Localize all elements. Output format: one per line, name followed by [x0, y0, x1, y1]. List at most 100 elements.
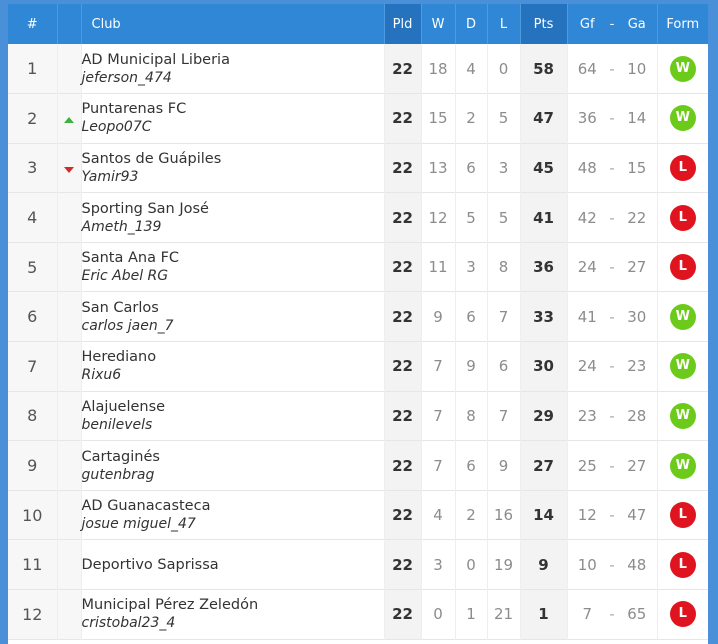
club-cell[interactable]: Puntarenas FC Leopo07C	[81, 93, 385, 144]
club-cell[interactable]: Santa Ana FC Eric Abel RG	[81, 242, 385, 292]
team-name[interactable]: Herediano	[81, 349, 157, 366]
header-w[interactable]: W	[421, 4, 456, 44]
played-cell: 22	[384, 192, 422, 243]
position-cell: 11	[8, 539, 58, 590]
movement-cell	[57, 44, 82, 94]
club-cell[interactable]: San Carlos carlos jaen_7	[81, 291, 385, 342]
form-badge: W	[669, 353, 696, 380]
form-badge: W	[669, 402, 696, 429]
manager-name[interactable]: carlos jaen_7	[81, 317, 174, 334]
table-row[interactable]: 10 AD Guanacasteca josue miguel_47 22 4 2 16 14…	[8, 490, 708, 540]
played-cell: 22	[384, 341, 422, 392]
team-name[interactable]: Puntarenas FC	[81, 101, 187, 118]
manager-name[interactable]: cristobal23_4	[81, 615, 176, 632]
header-d[interactable]: D	[455, 4, 488, 44]
manager-name[interactable]: Ameth_139	[81, 218, 162, 235]
wins-cell: 4	[421, 490, 456, 540]
form-badge: L	[669, 254, 696, 281]
draws-cell: 6	[455, 143, 488, 193]
form-badge: L	[669, 601, 696, 628]
team-name[interactable]: Santa Ana FC	[81, 250, 180, 267]
team-name[interactable]: Sporting San José	[81, 200, 209, 217]
manager-name[interactable]: Eric Abel RG	[81, 268, 169, 285]
played-cell: 22	[384, 93, 422, 144]
header-ga[interactable]: Ga	[617, 4, 658, 44]
manager-name[interactable]: Leopo07C	[81, 119, 152, 136]
movement-cell	[57, 440, 82, 491]
goals-for-cell: 25	[577, 456, 597, 475]
table-row[interactable]: 11 Deportivo Saprissa 22 3 0 19 9 10-48 L	[8, 539, 708, 590]
table-row[interactable]: 3 Santos de Guápiles Yamir93 22 13 6 3 45 48-15 L	[8, 143, 708, 193]
club-cell[interactable]: Sporting San José Ameth_139	[81, 192, 385, 243]
draws-cell: 2	[455, 93, 488, 144]
club-cell[interactable]: AD Guanacasteca josue miguel_47	[81, 490, 385, 540]
form-cell: W	[657, 391, 708, 441]
movement-cell	[57, 242, 82, 292]
manager-name[interactable]: jeferson_474	[81, 69, 172, 86]
club-cell[interactable]: Municipal Pérez Zeledón cristobal23_4	[81, 589, 385, 640]
team-name[interactable]: AD Municipal Liberia	[81, 51, 230, 68]
club-cell[interactable]: Santos de Guápiles Yamir93	[81, 143, 385, 193]
goals-separator: -	[609, 307, 615, 326]
goals-for-cell: 24	[577, 258, 597, 277]
team-name[interactable]: Alajuelense	[81, 398, 166, 415]
table-row[interactable]: 4 Sporting San José Ameth_139 22 12 5 5 41 42-22…	[8, 192, 708, 243]
header-club[interactable]: Club	[81, 4, 385, 44]
table-row[interactable]: 8 Alajuelense benilevels 22 7 8 7 29 23-28 W	[8, 391, 708, 441]
team-name[interactable]: San Carlos	[81, 299, 159, 316]
position-cell: 2	[8, 93, 58, 144]
header-pos[interactable]: #	[8, 4, 58, 44]
points-cell: 47	[520, 93, 568, 144]
movement-cell	[57, 192, 82, 243]
form-cell: W	[657, 44, 708, 94]
goals-against-cell: 27	[617, 440, 658, 491]
header-l[interactable]: L	[487, 4, 521, 44]
team-name[interactable]: AD Guanacasteca	[81, 498, 211, 515]
team-name[interactable]: Cartaginés	[81, 448, 160, 465]
losses-cell: 5	[487, 93, 521, 144]
movement-cell	[57, 589, 82, 640]
draws-cell: 4	[455, 44, 488, 94]
table-row[interactable]: 7 Herediano Rixu6 22 7 9 6 30 24-23 W	[8, 341, 708, 392]
team-name[interactable]: Santos de Guápiles	[81, 150, 222, 167]
header-pts[interactable]: Pts	[520, 4, 568, 44]
points-cell: 29	[520, 391, 568, 441]
losses-cell: 0	[487, 44, 521, 94]
points-cell: 36	[520, 242, 568, 292]
played-cell: 22	[384, 539, 422, 590]
club-cell[interactable]: Cartaginés gutenbrag	[81, 440, 385, 491]
club-cell[interactable]: Herediano Rixu6	[81, 341, 385, 392]
position-cell: 6	[8, 291, 58, 342]
team-name[interactable]: Deportivo Saprissa	[81, 556, 219, 573]
club-cell[interactable]: Deportivo Saprissa	[81, 539, 385, 590]
manager-name[interactable]: gutenbrag	[81, 466, 155, 483]
losses-cell: 7	[487, 291, 521, 342]
points-cell: 30	[520, 341, 568, 392]
club-cell[interactable]: Alajuelense benilevels	[81, 391, 385, 441]
table-row[interactable]: 6 San Carlos carlos jaen_7 22 9 6 7 33 41-30 W	[8, 291, 708, 342]
table-row[interactable]: 1 AD Municipal Liberia jeferson_474 22 18 4 0 5…	[8, 44, 708, 94]
draws-cell: 2	[455, 490, 488, 540]
wins-cell: 18	[421, 44, 456, 94]
manager-name[interactable]: josue miguel_47	[81, 516, 196, 533]
goals-against-cell: 48	[617, 539, 658, 590]
table-row[interactable]: 2 Puntarenas FC Leopo07C 22 15 2 5 47 36-14 W	[8, 93, 708, 144]
table-row[interactable]: 5 Santa Ana FC Eric Abel RG 22 11 3 8 36 24-27 L	[8, 242, 708, 292]
position-cell: 5	[8, 242, 58, 292]
header-sep: -	[607, 4, 617, 44]
points-cell: 41	[520, 192, 568, 243]
goals-against-cell: 30	[617, 291, 658, 342]
manager-name[interactable]: benilevels	[81, 416, 153, 433]
club-cell[interactable]: AD Municipal Liberia jeferson_474	[81, 44, 385, 94]
points-cell: 1	[520, 589, 568, 640]
movement-cell	[57, 490, 82, 540]
header-gf[interactable]: Gf	[567, 4, 607, 44]
movement-cell	[57, 391, 82, 441]
table-row[interactable]: 9 Cartaginés gutenbrag 22 7 6 9 27 25-27 W	[8, 440, 708, 491]
manager-name[interactable]: Rixu6	[81, 367, 122, 384]
header-form[interactable]: Form	[657, 4, 708, 44]
manager-name[interactable]: Yamir93	[81, 168, 139, 185]
team-name[interactable]: Municipal Pérez Zeledón	[81, 597, 259, 614]
header-pld[interactable]: Pld	[384, 4, 422, 44]
table-row[interactable]: 12 Municipal Pérez Zeledón cristobal23_4 22…	[8, 589, 708, 640]
